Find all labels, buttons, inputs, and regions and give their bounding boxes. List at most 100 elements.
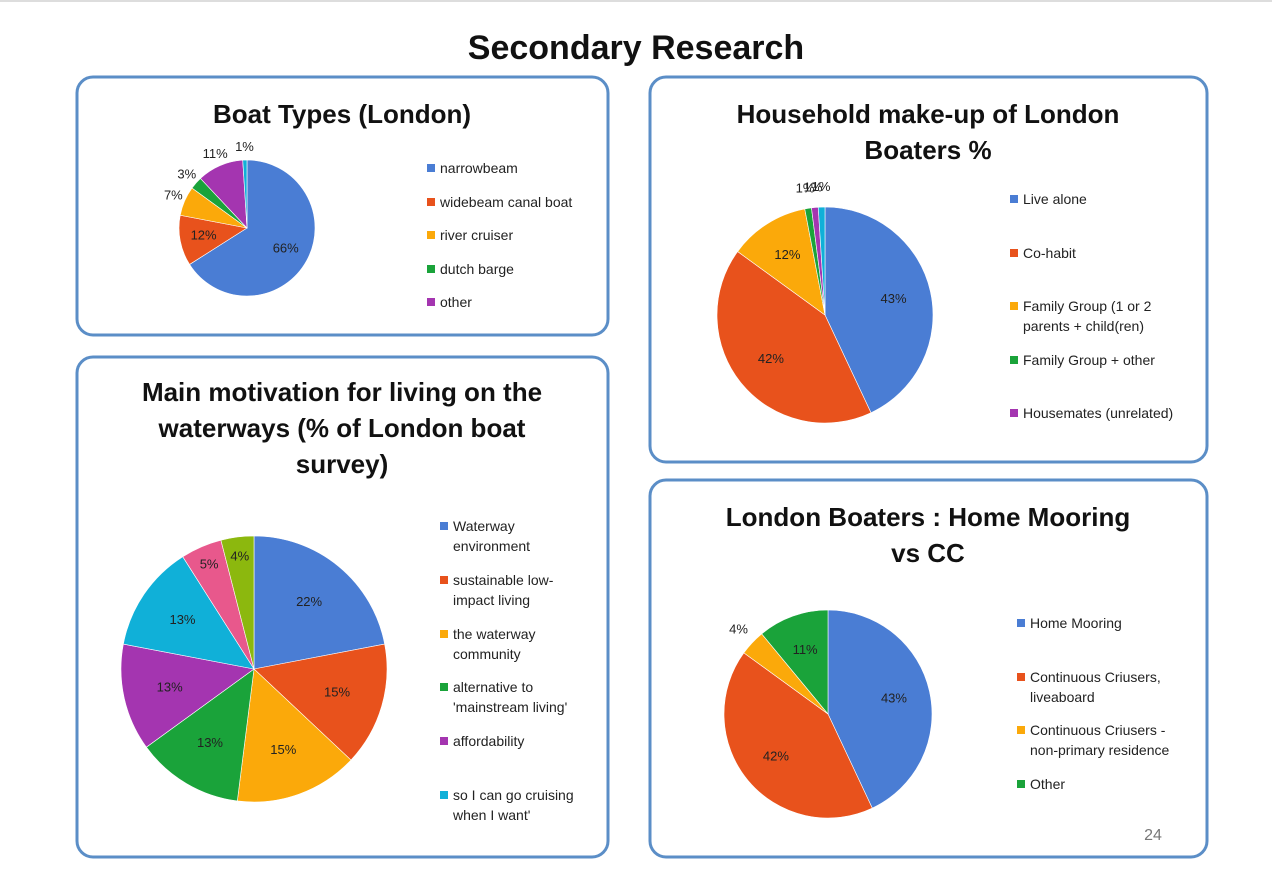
legend-swatch [440, 737, 448, 746]
legend-label: Continuous Criusers, liveaboard [1030, 668, 1161, 705]
data-label: 43% [881, 691, 907, 706]
legend-label: Home Mooring [1030, 615, 1122, 631]
pie-slice [827, 609, 933, 809]
legend-swatch [427, 231, 435, 239]
pie-slice [253, 643, 388, 761]
legend-item: Other [1017, 774, 1195, 794]
legend-swatch [1017, 619, 1025, 627]
legend-label: the waterway community [453, 625, 536, 662]
pie-slice [723, 652, 873, 819]
legend-swatch [427, 298, 435, 306]
legend-swatch [1010, 355, 1018, 364]
data-label: 13% [197, 735, 223, 750]
legend-item: Family Group (1 or 2 parents + child(ren… [1010, 296, 1198, 336]
data-label: 5% [200, 557, 219, 572]
data-label: 11% [793, 642, 818, 657]
legend-swatch [440, 629, 448, 638]
pie-slice [824, 206, 934, 414]
legend-label: so I can go cruising when I want' [453, 787, 574, 823]
legend-swatch [440, 522, 448, 530]
legend-item: sustainable low-impact living [440, 570, 588, 610]
pie-slice [145, 668, 255, 802]
data-label: 42% [758, 351, 784, 366]
legend-swatch [440, 683, 448, 692]
data-label: 4% [230, 548, 249, 563]
chart-title: Household make-up of London Boaters % [736, 99, 1120, 165]
data-label: 1% [235, 139, 254, 154]
legend-swatch [1010, 195, 1018, 203]
data-label: 22% [296, 594, 322, 609]
legend-item: Housemates (unrelated) [1010, 403, 1198, 423]
pie-slice [120, 643, 255, 748]
legend-item: other [427, 292, 610, 312]
pie-slice [123, 556, 255, 670]
chart-title: Boat Types (London) [212, 99, 472, 129]
data-label: 7% [164, 188, 183, 203]
page-number: 24 [1144, 827, 1162, 844]
legend-item: Continuous Criusers, liveaboard [1017, 667, 1195, 707]
pie-slice [236, 668, 352, 803]
legend-item: Waterway environment [440, 516, 588, 556]
data-label: 66% [273, 241, 299, 256]
legend-label: narrowbeam [440, 160, 518, 176]
chart-title: Main motivation for living on the waterw… [141, 377, 543, 479]
data-label: 1% [804, 180, 823, 195]
legend-item: Home Mooring [1017, 613, 1195, 633]
legend-item: dutch barge [427, 259, 610, 279]
legend-label: other [440, 294, 472, 310]
legend-swatch [1017, 780, 1025, 789]
legend-swatch [427, 164, 435, 172]
legend-label: Live alone [1023, 191, 1087, 207]
legend-item: Live alone [1010, 189, 1198, 209]
legend-label: Housemates (unrelated) [1023, 405, 1174, 421]
legend-label: Family Group (1 or 2 parents + child(ren… [1023, 298, 1152, 334]
data-label: 1% [796, 181, 815, 196]
data-label: 13% [169, 612, 195, 627]
panel [648, 75, 1209, 464]
pie-slice [242, 159, 248, 229]
legend-label: dutch barge [440, 260, 514, 277]
data-label: 15% [270, 742, 296, 757]
chart-title: London Boaters : Home Mooring vs CC [725, 502, 1131, 568]
legend-swatch [440, 575, 448, 584]
legend-swatch [1017, 726, 1025, 735]
pie-slice [253, 535, 385, 670]
legend-item: the waterway community [440, 624, 588, 664]
legend-label: Other [1030, 776, 1066, 793]
pie-slice [817, 206, 826, 316]
legend-item: affordability [440, 731, 588, 751]
data-label: 12% [774, 247, 800, 262]
panel [75, 75, 610, 337]
legend-label: alternative to 'mainstream living' [453, 679, 568, 716]
pie-slice [716, 251, 872, 424]
data-label: 12% [191, 228, 217, 243]
pie-slice [737, 208, 826, 316]
data-label: 3% [177, 166, 196, 181]
legend-item: Continuous Criusers - non-primary reside… [1017, 720, 1195, 760]
legend-item: river cruiser [427, 225, 610, 245]
data-label: 11% [203, 146, 228, 161]
pie-slice [220, 535, 255, 670]
legend-swatch [440, 791, 448, 799]
pie-slice [189, 159, 316, 297]
legend-swatch [1017, 672, 1025, 681]
legend-item: widebeam canal boat [427, 192, 610, 212]
data-label: 42% [763, 749, 789, 764]
slide-title: Secondary Research [467, 29, 805, 67]
legend-label: Waterway environment [453, 518, 531, 554]
panel [75, 355, 610, 859]
data-label: 4% [729, 621, 748, 636]
legend-label: Continuous Criusers - non-primary reside… [1030, 722, 1170, 759]
legend-swatch [1010, 302, 1018, 310]
legend-label: affordability [453, 733, 525, 750]
legend-label: Co-habit [1023, 244, 1076, 261]
legend-label: river cruiser [440, 227, 514, 243]
data-label: 13% [157, 679, 183, 694]
legend-label: widebeam canal boat [440, 193, 573, 210]
panel [648, 478, 1209, 859]
legend-swatch [427, 197, 435, 206]
legend-item: narrowbeam [427, 158, 610, 178]
legend-label: sustainable low-impact living [453, 571, 554, 608]
